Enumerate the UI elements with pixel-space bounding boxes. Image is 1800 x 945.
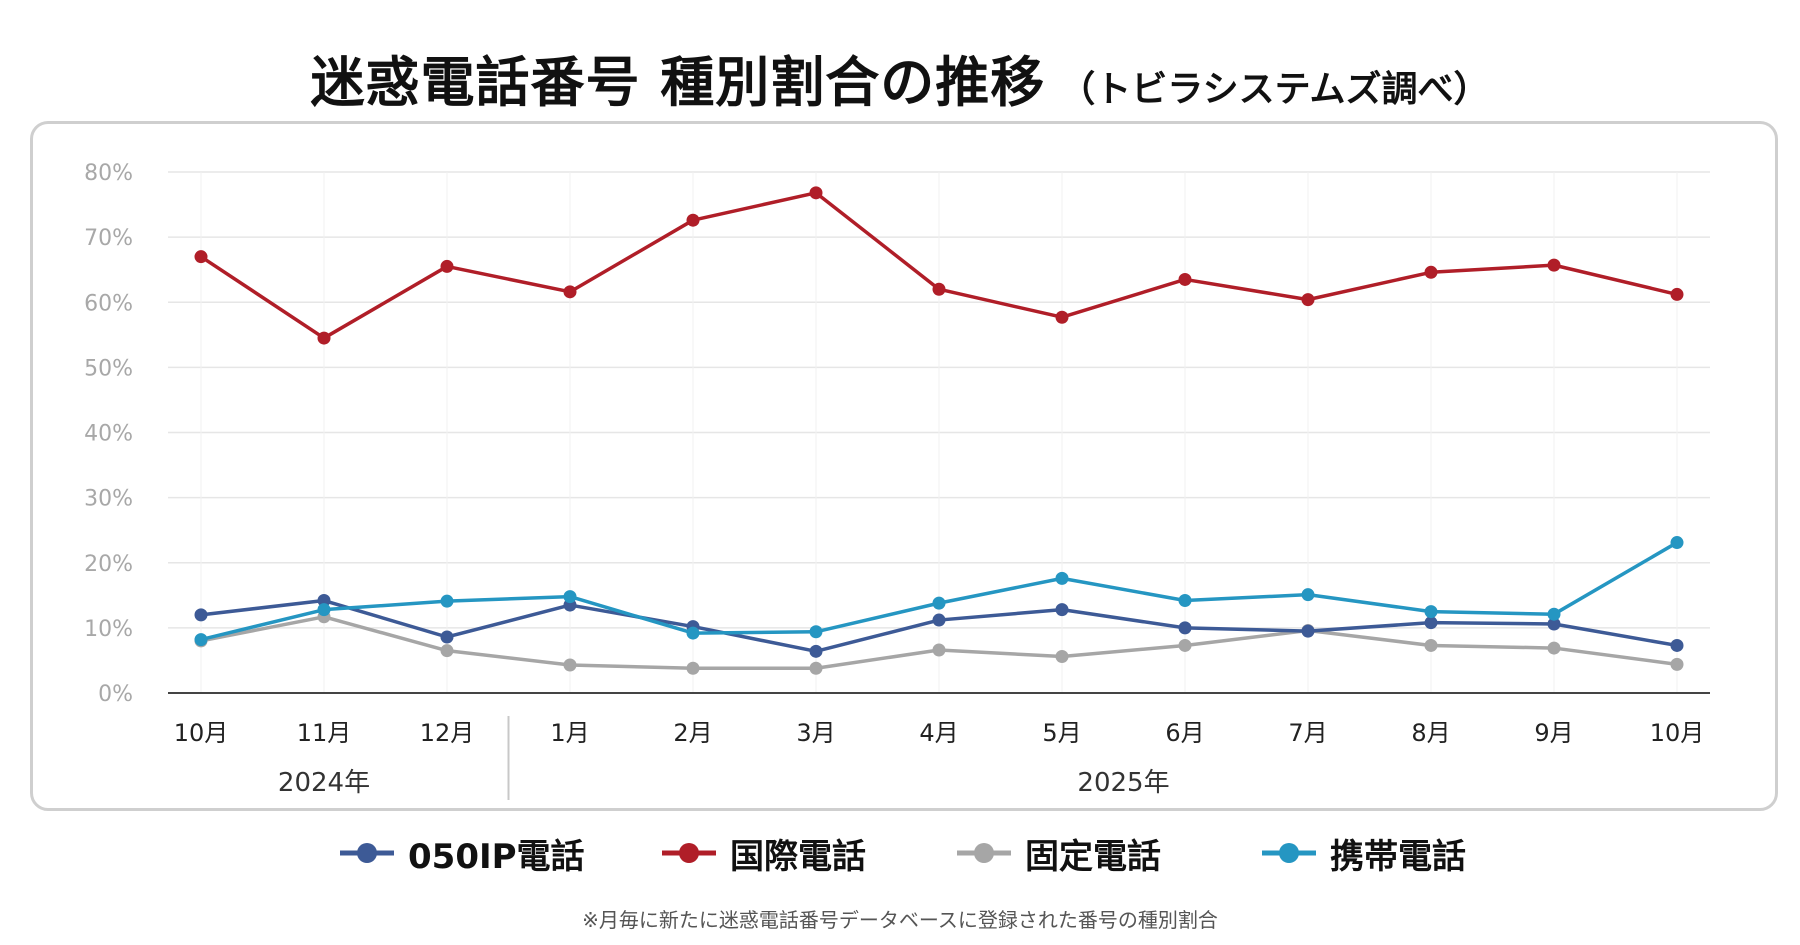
- legend-line-marker-icon: [1262, 843, 1316, 863]
- year-group-label: 2024年: [278, 768, 370, 798]
- data-point: [1547, 617, 1561, 631]
- data-point: [809, 644, 823, 658]
- data-point: [1547, 607, 1561, 621]
- data-point: [1178, 621, 1192, 635]
- data-point: [563, 285, 577, 299]
- data-point: [809, 661, 823, 675]
- data-point: [440, 594, 454, 608]
- y-tick-label: 10%: [84, 617, 133, 642]
- legend-item: 050IP電話: [338, 828, 585, 878]
- legend-label: 携帯電話: [1330, 836, 1466, 877]
- x-tick-label: 8月: [1411, 719, 1450, 747]
- data-point: [686, 661, 700, 675]
- data-point: [932, 613, 946, 627]
- x-tick-label: 12月: [420, 719, 475, 747]
- data-point: [686, 213, 700, 227]
- data-point: [440, 630, 454, 644]
- x-tick-label: 9月: [1534, 719, 1573, 747]
- data-point: [194, 250, 208, 264]
- legend-dot: [357, 843, 377, 863]
- chart-title: 迷惑電話番号 種別割合の推移 （トビラシステムズ調べ）: [0, 38, 1800, 117]
- x-tick-label: 2月: [673, 719, 712, 747]
- y-tick-label: 60%: [84, 291, 133, 316]
- data-point: [1670, 657, 1684, 671]
- y-tick-label: 30%: [84, 487, 133, 512]
- data-point: [194, 608, 208, 622]
- data-point: [1178, 638, 1192, 652]
- x-tick-label: 10月: [174, 719, 229, 747]
- series-lines: [194, 186, 1684, 675]
- data-point: [809, 625, 823, 639]
- data-point: [1301, 588, 1315, 602]
- legend-dot: [974, 843, 994, 863]
- axes: [168, 692, 1710, 800]
- data-point: [1301, 293, 1315, 307]
- legend-line-marker-icon: [340, 843, 394, 863]
- data-point: [932, 596, 946, 610]
- data-point: [1055, 571, 1069, 585]
- x-tick-label: 1月: [550, 719, 589, 747]
- legend-dot: [679, 843, 699, 863]
- y-tick-label: 0%: [98, 682, 133, 707]
- legend-label: 050IP電話: [408, 836, 585, 877]
- y-tick-label: 40%: [84, 422, 133, 447]
- data-point: [1670, 287, 1684, 301]
- data-point: [317, 603, 331, 617]
- x-tick-label: 6月: [1165, 719, 1204, 747]
- data-point: [563, 658, 577, 672]
- y-tick-label: 50%: [84, 356, 133, 381]
- x-tick-label: 4月: [919, 719, 958, 747]
- data-point: [317, 331, 331, 345]
- x-tick-label: 11月: [297, 719, 352, 747]
- data-point: [1301, 624, 1315, 638]
- data-point: [440, 644, 454, 658]
- data-point: [563, 590, 577, 604]
- data-point: [1670, 638, 1684, 652]
- footnote: ※月毎に新たに迷惑電話番号データベースに登録された番号の種別割合: [582, 908, 1218, 932]
- data-point: [317, 594, 331, 608]
- data-point: [809, 186, 823, 200]
- data-point: [1424, 638, 1438, 652]
- gridlines: [168, 171, 1710, 693]
- data-point: [1547, 641, 1561, 655]
- data-point: [1670, 536, 1684, 550]
- legend-line-marker-icon: [957, 843, 1011, 863]
- data-point: [440, 259, 454, 273]
- y-tick-label: 80%: [84, 161, 133, 186]
- data-point: [194, 633, 208, 647]
- year-group-label: 2025年: [1077, 768, 1169, 798]
- data-point: [1424, 265, 1438, 279]
- legend-item: 固定電話: [955, 828, 1161, 878]
- data-point: [1424, 616, 1438, 630]
- chart-title-main: 迷惑電話番号 種別割合の推移: [310, 51, 1046, 114]
- chart-title-source: （トビラシステムズ調べ）: [1059, 69, 1490, 110]
- y-tick-label: 70%: [84, 226, 133, 251]
- y-tick-label: 20%: [84, 552, 133, 577]
- data-point: [932, 643, 946, 657]
- legend-dot: [1279, 843, 1299, 863]
- legend-label: 固定電話: [1025, 836, 1161, 877]
- data-point: [1178, 594, 1192, 608]
- legend: 050IP電話 国際電話 固定電話 携帯電話: [0, 828, 1800, 878]
- data-point: [1424, 605, 1438, 619]
- x-tick-label: 3月: [796, 719, 835, 747]
- x-tick-label: 5月: [1042, 719, 1081, 747]
- axis-labels: 0% 10% 20% 30% 40% 50% 60% 70% 80% 10月 11月 12月 1月 2月 3…: [84, 161, 1704, 798]
- chart-frame: [30, 121, 1778, 811]
- legend-label: 国際電話: [730, 836, 866, 877]
- data-point: [1055, 310, 1069, 324]
- data-point: [686, 626, 700, 640]
- data-point: [1178, 272, 1192, 286]
- x-tick-label: 7月: [1288, 719, 1327, 747]
- data-point: [1055, 650, 1069, 664]
- data-point: [1547, 258, 1561, 272]
- x-tick-label: 10月: [1650, 719, 1705, 747]
- legend-item: 携帯電話: [1260, 828, 1466, 878]
- data-point: [932, 282, 946, 296]
- legend-line-marker-icon: [662, 843, 716, 863]
- legend-item: 国際電話: [660, 828, 866, 878]
- data-point: [1055, 603, 1069, 617]
